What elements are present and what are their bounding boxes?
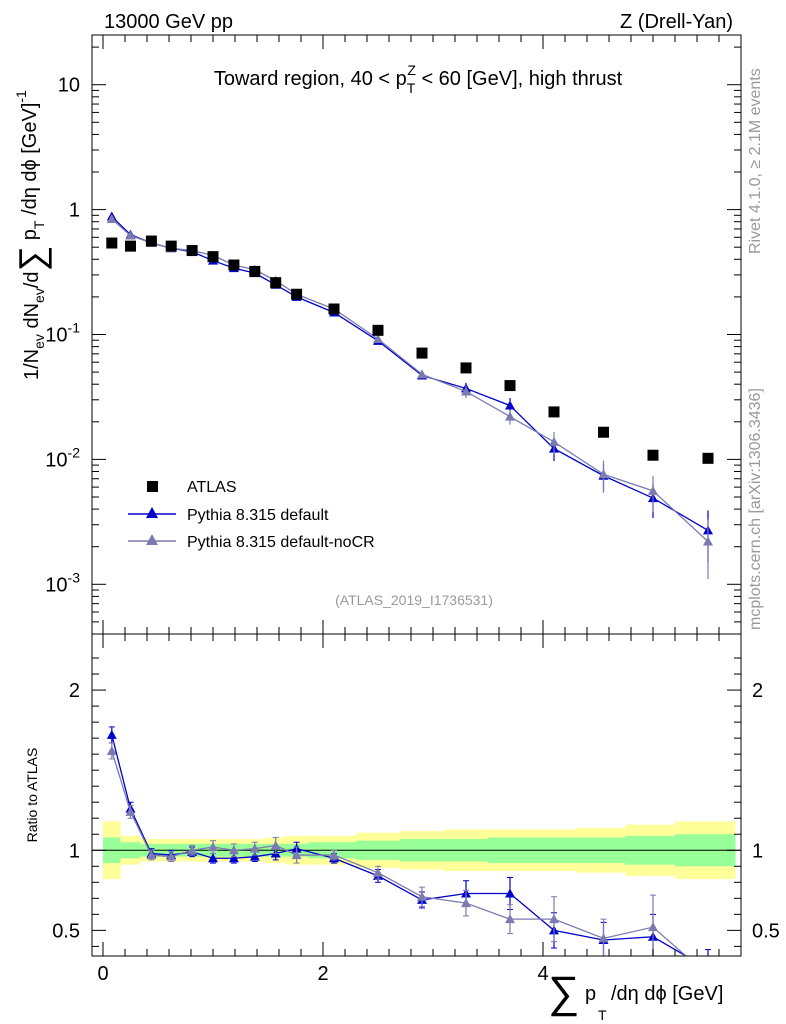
ratio-y-tick-label-right: 0.5 bbox=[752, 920, 780, 942]
default-ratio-point bbox=[208, 853, 218, 863]
atlas-point bbox=[125, 240, 136, 252]
atlas-point bbox=[504, 380, 516, 392]
atlas-point bbox=[372, 324, 384, 336]
ratio-panel: 0 2 4 2 2 1 1 0.5 0.5 Ratio to ATLAS bbox=[24, 633, 780, 985]
svg-text:1/Nev dNev/d∑ pT /dη dϕ [GeV]: 1/Nev dNev/d∑ pT /dη dϕ [GeV]-1 bbox=[11, 90, 52, 380]
ratio-axis-label: Ratio to ATLAS bbox=[24, 748, 40, 843]
atlas-point bbox=[207, 251, 219, 263]
atlas-point bbox=[270, 277, 282, 289]
x-axis-label: ∑ p T /dη dϕ [GeV] bbox=[548, 968, 723, 1023]
default-point bbox=[505, 400, 515, 410]
atlas-point bbox=[165, 240, 177, 252]
nocr-ratio-point bbox=[270, 840, 281, 850]
ratio-y-tick-label-left: 2 bbox=[69, 680, 80, 702]
nocr-ratio-point bbox=[648, 922, 658, 932]
x-tick-label: 2 bbox=[317, 963, 328, 985]
atlas-point bbox=[145, 235, 157, 247]
nocr-ratio-point bbox=[461, 898, 471, 908]
nocr-ratio-point bbox=[166, 851, 177, 861]
y-tick-label: 10-1 bbox=[45, 320, 80, 347]
main-panel: 10 1 10-1 10-2 10-3 Toward region, 40 < pTZ … bbox=[11, 34, 742, 635]
nocr-ratio-point bbox=[249, 843, 260, 853]
nocr-ratio-point bbox=[598, 933, 609, 943]
nocr-point bbox=[373, 334, 383, 344]
legend-default-marker bbox=[146, 507, 158, 518]
nocr-point bbox=[648, 485, 658, 495]
atlas-point bbox=[186, 245, 198, 257]
svg-text:T: T bbox=[598, 1007, 607, 1023]
y-tick-label: 10 bbox=[58, 75, 80, 97]
nocr-ratio-point bbox=[187, 845, 198, 855]
nocr-point bbox=[505, 411, 515, 421]
nocr-ratio-point bbox=[703, 970, 713, 979]
nocr-ratio-point bbox=[505, 914, 515, 924]
legend: ATLAS Pythia 8.315 default Pythia 8.315 … bbox=[128, 479, 375, 551]
ratio-series-group bbox=[106, 726, 713, 979]
x-tick-label: 4 bbox=[537, 963, 548, 985]
nocr-ratio-point bbox=[329, 850, 339, 860]
nocr-point bbox=[417, 369, 427, 379]
ratio-y-tick-label-right: 1 bbox=[752, 840, 763, 862]
default-ratio-point bbox=[703, 964, 713, 973]
nocr-point bbox=[461, 386, 471, 396]
nocr-ratio-point bbox=[125, 806, 136, 816]
atlas-point bbox=[647, 449, 659, 461]
y-tick-label: 10-2 bbox=[45, 444, 80, 471]
legend-nocr-marker bbox=[146, 534, 158, 545]
rivet-side-label: Rivet 4.1.0, ≥ 2.1M events bbox=[747, 68, 764, 254]
default-ratio-point bbox=[249, 851, 260, 861]
svg-text:∑: ∑ bbox=[548, 968, 579, 1017]
legend-default-label: Pythia 8.315 default bbox=[187, 507, 329, 524]
energy-label: 13000 GeV pp bbox=[104, 11, 233, 33]
nocr-point bbox=[549, 436, 559, 446]
nocr-point bbox=[125, 230, 136, 240]
atlas-point bbox=[548, 406, 560, 418]
analysis-tag: (ATLAS_2019_I1736531) bbox=[335, 592, 493, 608]
nocr-ratio-point bbox=[417, 891, 427, 901]
svg-text:p: p bbox=[585, 983, 596, 1005]
chart-title: Toward region, 40 < pTZ < 60 [GeV], high… bbox=[214, 62, 623, 96]
nocr-ratio-point bbox=[146, 850, 157, 860]
legend-atlas-marker bbox=[147, 481, 158, 492]
atlas-point bbox=[106, 237, 118, 249]
atlas-point bbox=[228, 259, 240, 271]
nocr-point bbox=[106, 214, 117, 224]
y-tick-label: 10-3 bbox=[45, 569, 80, 596]
nocr-ratio-point bbox=[106, 745, 117, 755]
default-ratio-point bbox=[106, 729, 117, 739]
nocr-ratio-point bbox=[373, 867, 383, 877]
atlas-point bbox=[702, 452, 714, 464]
y-tick-label: 1 bbox=[69, 200, 80, 222]
ratio-frame bbox=[91, 633, 742, 957]
nocr-ratio-point bbox=[291, 850, 302, 860]
ratio-y-tick-label-right: 2 bbox=[752, 680, 763, 702]
default-ratio-point bbox=[228, 853, 239, 863]
atlas-point bbox=[328, 303, 340, 315]
y-axis-label: 1/Nev dNev/d∑ pT /dη dϕ [GeV]-1 bbox=[11, 90, 52, 380]
nocr-point bbox=[598, 469, 609, 479]
nocr-ratio-point bbox=[208, 842, 218, 852]
legend-nocr-label: Pythia 8.315 default-noCR bbox=[187, 534, 375, 551]
nocr-ratio-point bbox=[228, 845, 239, 855]
process-label: Z (Drell-Yan) bbox=[620, 11, 733, 33]
mcplots-side-label: mcplots.cern.ch [arXiv:1306.3436] bbox=[747, 388, 764, 630]
nocr-ratio-point bbox=[549, 914, 559, 924]
ratio-y-tick-label-left: 0.5 bbox=[52, 920, 80, 942]
atlas-point bbox=[249, 265, 261, 277]
ratio-y-tick-label-left: 1 bbox=[69, 840, 80, 862]
nocr-point bbox=[703, 536, 713, 546]
atlas-point bbox=[460, 362, 472, 374]
svg-text:/dη dϕ [GeV]: /dη dϕ [GeV] bbox=[611, 983, 723, 1005]
default-ratio-point bbox=[505, 888, 515, 898]
atlas-point bbox=[598, 426, 609, 438]
legend-atlas-label: ATLAS bbox=[187, 479, 237, 496]
atlas-point bbox=[291, 288, 303, 300]
atlas-point bbox=[416, 347, 428, 359]
x-tick-label: 0 bbox=[97, 963, 108, 985]
